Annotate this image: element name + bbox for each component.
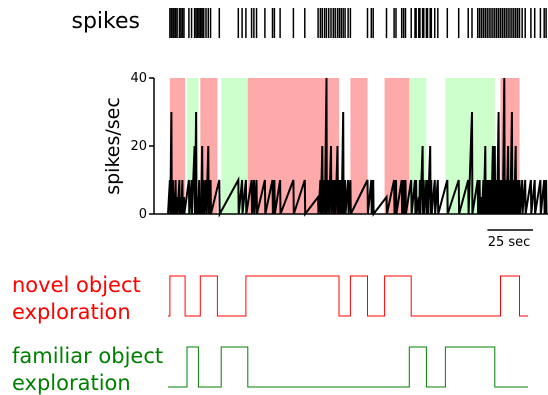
familiar-shade-region — [187, 78, 199, 214]
novel-label-line1: novel object — [12, 273, 141, 297]
familiar-label-line1: familiar object — [12, 344, 163, 368]
novel-shade-region — [350, 78, 368, 214]
novel-label-line2: exploration — [12, 300, 131, 324]
novel-exploration-trace — [168, 275, 528, 317]
familiar-shade-region — [221, 78, 248, 214]
y-axis: 0 20 40 — [130, 71, 155, 222]
familiar-label-line2: exploration — [12, 371, 131, 395]
familiar-exploration-trace — [168, 346, 528, 388]
y-tick-label: 0 — [139, 207, 147, 222]
y-axis-label: spikes/sec — [102, 97, 124, 195]
spike-raster — [169, 8, 547, 38]
y-tick-label: 20 — [130, 139, 147, 154]
time-scale-label: 25 sec — [488, 235, 531, 250]
firing-rate-line — [167, 77, 548, 218]
spikes-label: spikes — [72, 9, 141, 34]
y-tick-label: 40 — [130, 71, 147, 86]
novel-shade-region — [384, 78, 412, 214]
